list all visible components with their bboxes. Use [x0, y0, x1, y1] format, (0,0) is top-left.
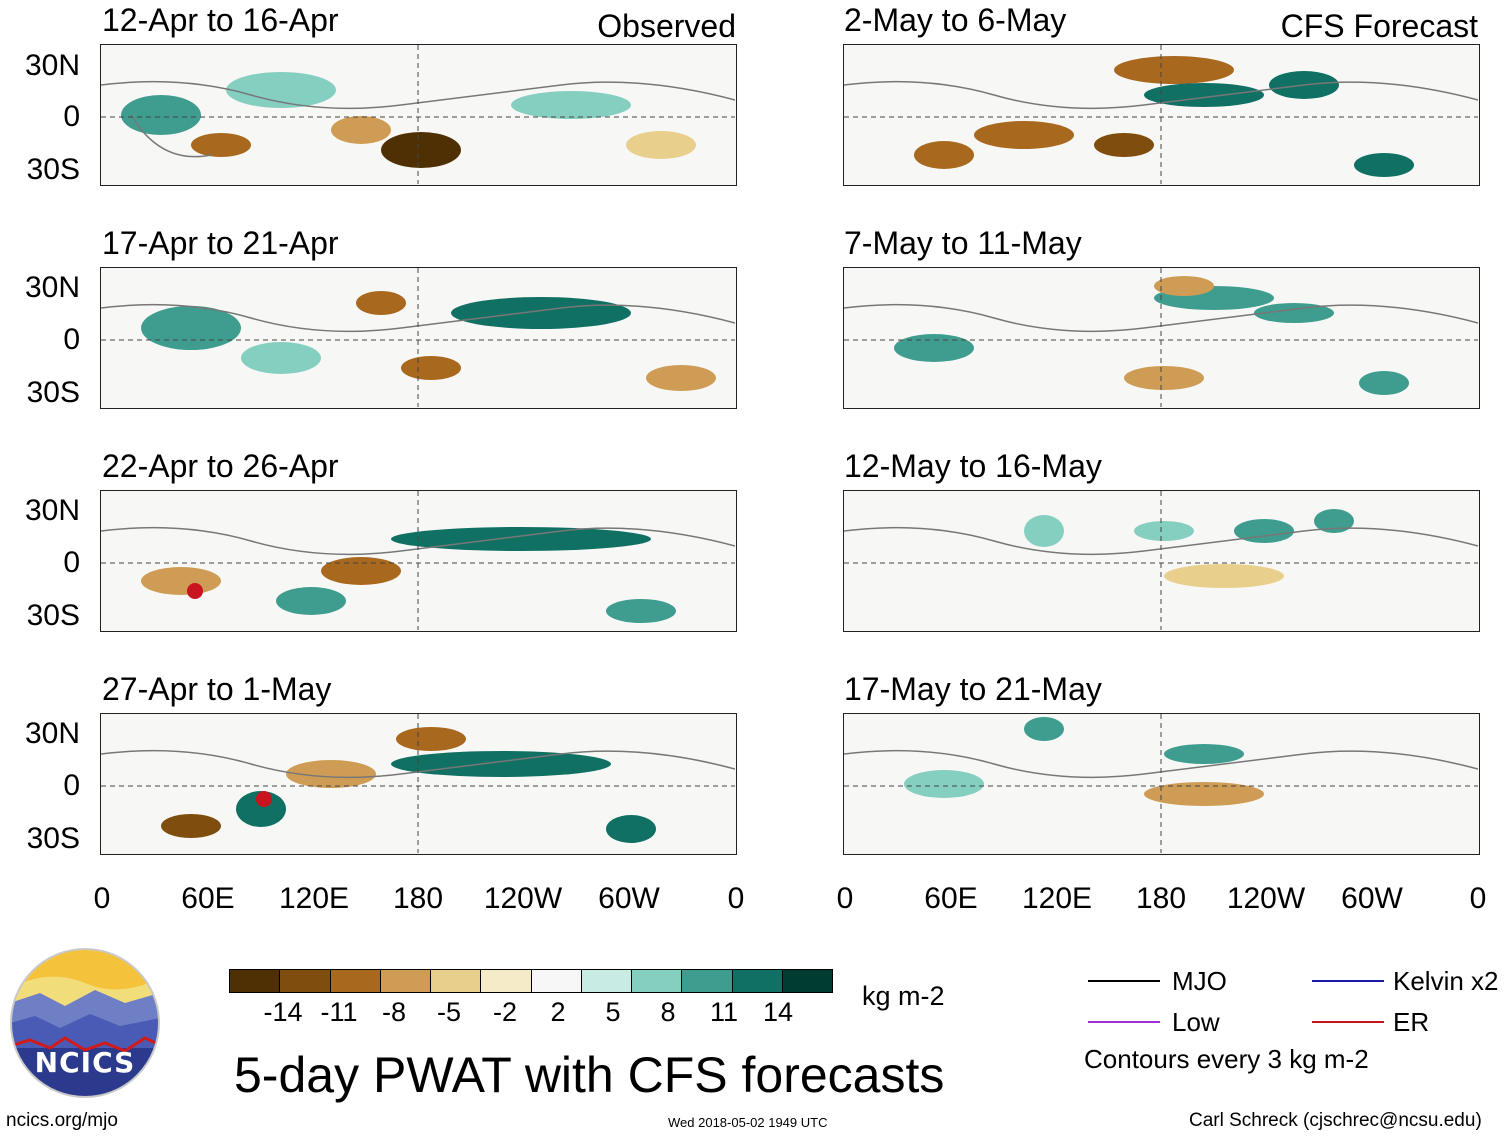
colorbar-tick: 8 [660, 997, 676, 1027]
footer-url: ncics.org/mjo [6, 1110, 118, 1131]
lat-label-30n: 30N [24, 717, 80, 750]
pwat-map-panel [100, 267, 737, 409]
lat-label-30s: 30S [26, 822, 80, 855]
colorbar-swatch [380, 970, 431, 992]
forecast-label: CFS Forecast [1280, 8, 1478, 44]
footer-timestamp: Wed 2018-05-02 1949 UTC [668, 1115, 828, 1130]
colorbar-tick: -14 [263, 997, 303, 1027]
main-title: 5-day PWAT with CFS forecasts [234, 1047, 945, 1103]
pwat-map-panel [100, 44, 737, 186]
panel-title: 12-May to 16-May [844, 448, 1102, 484]
panel-title: 12-Apr to 16-Apr [102, 2, 339, 38]
colorbar-swatch [431, 970, 482, 992]
panel-title: 2-May to 6-May [844, 2, 1067, 38]
legend-label-mjo: MJO [1172, 966, 1227, 996]
colorbar-tick: 14 [762, 997, 794, 1027]
lon-label: 60W [1341, 882, 1403, 915]
lat-label-eq: 0 [63, 323, 80, 356]
lon-label: 0 [727, 882, 745, 915]
lat-label-eq: 0 [63, 100, 80, 133]
legend-label-kelvin: Kelvin x2 [1393, 966, 1499, 996]
panel-title: 22-Apr to 26-Apr [102, 448, 339, 484]
panel-title: 7-May to 11-May [844, 225, 1082, 261]
mjo-line-swatch [1088, 980, 1160, 982]
kelvin-line-swatch [1312, 980, 1384, 982]
lon-label: 120W [483, 882, 563, 915]
ncics-logo: NCICS [10, 948, 160, 1098]
pwat-map [844, 268, 1478, 407]
lat-label-30n: 30N [24, 271, 80, 304]
logo-text: NCICS [34, 1046, 136, 1079]
lon-label: 60W [598, 882, 660, 915]
colorbar-swatch [581, 970, 632, 992]
colorbar-tick: -8 [381, 997, 406, 1027]
colorbar-swatch [330, 970, 381, 992]
pwat-map [101, 491, 735, 630]
pwat-map [101, 268, 735, 407]
pwat-map [101, 45, 735, 184]
pwat-map-panel [843, 267, 1480, 409]
er-line-swatch [1312, 1021, 1384, 1023]
pwat-map [101, 714, 735, 853]
lat-label-30s: 30S [26, 599, 80, 632]
colorbar-tick: 5 [605, 997, 621, 1027]
panel-title: 17-Apr to 21-Apr [102, 225, 339, 261]
contour-note: Contours every 3 kg m-2 [1084, 1044, 1369, 1074]
colorbar-units: kg m-2 [862, 981, 945, 1011]
lon-label: 0 [836, 882, 854, 915]
legend-label-er: ER [1393, 1007, 1430, 1037]
colorbar-tick: -11 [320, 997, 358, 1027]
lat-label-eq: 0 [63, 546, 80, 579]
lon-label: 120E [278, 882, 350, 915]
colorbar-swatch [280, 970, 331, 992]
observed-label: Observed [597, 8, 736, 44]
colorbar-swatch [732, 970, 783, 992]
colorbar-tick: -2 [492, 997, 517, 1027]
ncics-logo-icon [10, 948, 160, 1098]
lon-label: 0 [1469, 882, 1487, 915]
lat-label-30s: 30S [26, 153, 80, 186]
lat-label-30s: 30S [26, 376, 80, 409]
colorbar-swatch [531, 970, 582, 992]
pwat-map-panel [843, 490, 1480, 632]
colorbar-swatch [682, 970, 733, 992]
pwat-map-panel [843, 713, 1480, 855]
colorbar-swatch [632, 970, 683, 992]
colorbar-swatch [481, 970, 532, 992]
lon-label: 60E [181, 882, 235, 915]
low-line-swatch [1088, 1021, 1160, 1023]
panel-title: 27-Apr to 1-May [102, 671, 332, 707]
colorbar-tick: -5 [436, 997, 461, 1027]
colorbar-tick: 11 [709, 997, 739, 1027]
colorbar-swatches [229, 969, 833, 993]
pwat-map-panel [100, 713, 737, 855]
footer-author: Carl Schreck (cjschrec@ncsu.edu) [1189, 1110, 1482, 1131]
lat-label-30n: 30N [24, 494, 80, 527]
lon-label: 120W [1226, 882, 1306, 915]
lon-label: 180 [392, 882, 444, 915]
pwat-map [844, 491, 1478, 630]
pwat-map-panel [100, 490, 737, 632]
colorbar-swatch [782, 970, 832, 992]
lat-label-30n: 30N [24, 49, 80, 82]
colorbar-tick: 2 [550, 997, 566, 1027]
pwat-map-panel [843, 44, 1480, 186]
pwat-map [844, 714, 1478, 853]
lon-label: 60E [924, 882, 978, 915]
lon-label: 180 [1135, 882, 1187, 915]
colorbar-swatch [230, 970, 281, 992]
pwat-map [844, 45, 1478, 184]
lon-label: 0 [93, 882, 111, 915]
panel-title: 17-May to 21-May [844, 671, 1102, 707]
lat-label-eq: 0 [63, 769, 80, 802]
legend-label-low: Low [1172, 1007, 1220, 1037]
lon-label: 120E [1021, 882, 1093, 915]
